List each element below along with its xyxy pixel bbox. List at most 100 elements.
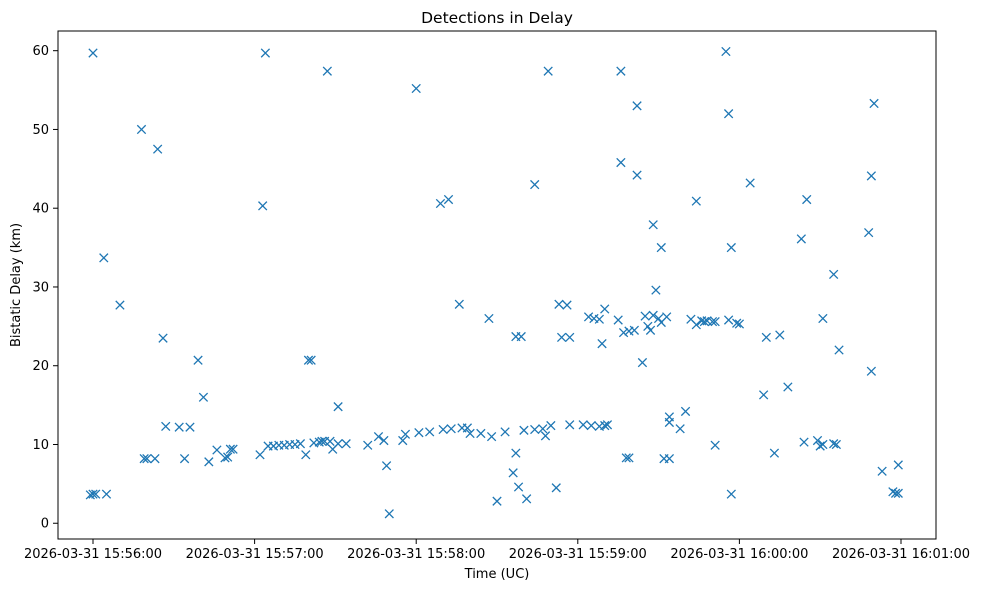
data-point-marker	[152, 144, 163, 154]
data-point-marker	[723, 109, 734, 119]
data-point-marker	[769, 448, 780, 458]
data-point-marker	[255, 450, 265, 460]
data-point-marker	[446, 424, 456, 434]
y-tick-label: 40	[32, 202, 49, 217]
y-axis-label: Bistatic Delay (km)	[9, 223, 24, 347]
data-point-marker	[815, 441, 825, 451]
data-point-marker	[530, 424, 540, 435]
data-point-marker	[632, 170, 642, 180]
data-point-marker	[519, 425, 529, 435]
data-point-marker	[508, 468, 518, 478]
data-point-marker	[732, 318, 742, 328]
data-point-marker	[818, 439, 828, 450]
data-point-marker	[664, 454, 675, 464]
data-point-marker	[562, 300, 572, 310]
data-point-marker	[198, 392, 209, 402]
data-point-marker	[893, 460, 903, 470]
x-tick-label: 2026-03-31 15:59:00	[509, 547, 647, 562]
data-point-marker	[454, 299, 464, 309]
y-tick-label: 10	[32, 438, 49, 453]
data-point-marker	[734, 319, 745, 329]
data-point-marker	[834, 345, 844, 355]
data-point-marker	[594, 314, 605, 324]
data-point-marker	[600, 420, 610, 431]
data-point-marker	[414, 428, 424, 438]
data-point-marker	[877, 466, 887, 476]
chart-title: Detections in Delay	[421, 9, 573, 27]
data-point-marker	[260, 48, 271, 58]
data-point-marker	[333, 402, 343, 412]
data-point-marker	[616, 66, 626, 76]
data-point-marker	[653, 313, 664, 324]
data-point-marker	[662, 312, 672, 322]
data-point-marker	[228, 444, 238, 454]
data-point-marker	[616, 157, 626, 168]
data-point-marker	[212, 445, 222, 455]
data-point-marker	[866, 366, 877, 376]
y-tick-label: 50	[32, 123, 49, 138]
data-point-marker	[465, 428, 475, 439]
data-point-marker	[91, 489, 101, 499]
data-point-marker	[648, 310, 658, 320]
x-tick-label: 2026-03-31 15:56:00	[24, 547, 162, 562]
data-point-marker	[629, 325, 640, 335]
data-point-marker	[161, 421, 171, 432]
y-axis-ticks: 0 10 20 30 40 50 60	[32, 44, 58, 532]
x-tick-label: 2026-03-31 15:58:00	[347, 547, 485, 562]
data-point-marker	[511, 448, 521, 458]
data-point-marker	[88, 489, 98, 499]
data-point-marker	[828, 439, 839, 449]
data-point-marker	[142, 454, 152, 464]
data-point-marker	[435, 198, 446, 209]
x-axis-label: Time (UC)	[464, 567, 530, 582]
data-point-marker	[400, 429, 411, 439]
y-tick-label: 0	[41, 517, 49, 532]
data-point-marker	[538, 424, 548, 434]
data-point-marker	[600, 304, 610, 314]
data-point-marker	[745, 178, 755, 188]
data-point-marker	[586, 420, 596, 431]
data-point-marker	[384, 509, 394, 519]
data-markers	[85, 46, 903, 519]
data-point-marker	[621, 453, 631, 463]
y-tick-label: 30	[32, 280, 49, 295]
data-point-marker	[486, 431, 497, 442]
data-point-marker	[158, 333, 168, 343]
data-point-marker	[802, 194, 812, 205]
data-point-marker	[306, 355, 316, 365]
data-point-marker	[656, 242, 666, 253]
data-point-marker	[721, 46, 731, 57]
data-point-marker	[613, 315, 623, 325]
data-point-marker	[325, 436, 335, 446]
data-point-marker	[99, 253, 109, 263]
data-point-marker	[710, 316, 720, 327]
data-point-marker	[381, 461, 392, 471]
data-point-marker	[322, 66, 332, 76]
data-point-marker	[758, 390, 769, 400]
data-point-marker	[597, 339, 607, 349]
data-point-marker	[193, 355, 203, 365]
x-tick-label: 2026-03-31 16:00:00	[670, 547, 808, 562]
data-point-marker	[640, 311, 650, 321]
data-point-marker	[775, 330, 785, 340]
data-point-marker	[556, 332, 567, 343]
data-point-marker	[761, 332, 771, 343]
x-tick-label: 2026-03-31 15:57:00	[186, 547, 324, 562]
x-tick-label: 2026-03-31 16:01:00	[832, 547, 970, 562]
data-point-marker	[115, 300, 125, 310]
data-point-marker	[888, 487, 898, 497]
data-point-marker	[204, 457, 214, 467]
data-point-marker	[295, 439, 306, 449]
data-point-marker	[831, 439, 842, 450]
data-point-marker	[551, 483, 561, 493]
data-point-marker	[726, 242, 736, 253]
data-point-marker	[675, 424, 685, 434]
data-point-marker	[333, 439, 343, 449]
data-point-marker	[864, 227, 874, 238]
data-point-marker	[398, 435, 408, 446]
data-point-marker	[893, 488, 903, 498]
data-point-marker	[602, 420, 613, 430]
data-point-marker	[521, 494, 532, 504]
data-point-marker	[438, 424, 448, 435]
